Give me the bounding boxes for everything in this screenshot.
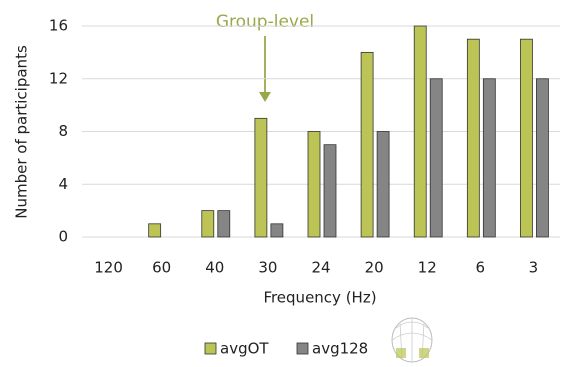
bar — [217, 210, 231, 238]
x-tick-label: 6 — [476, 259, 486, 277]
bar — [520, 38, 533, 238]
annotation: Group-level — [216, 12, 314, 32]
bar — [148, 223, 162, 238]
x-tick-label: 30 — [258, 259, 277, 277]
x-tick-label: 20 — [365, 259, 384, 277]
bar — [482, 78, 496, 238]
x-tick-label: 120 — [94, 259, 123, 277]
legend-label: avg128 — [312, 340, 368, 358]
bar — [429, 78, 443, 238]
legend-swatch — [296, 342, 309, 355]
bar — [466, 38, 480, 238]
y-tick-label: 12 — [49, 69, 68, 87]
x-tick-label: 40 — [205, 259, 224, 277]
bar — [536, 78, 549, 238]
legend-label: avgOT — [220, 340, 269, 358]
y-tick-label: 8 — [58, 122, 68, 140]
bar — [254, 117, 268, 238]
x-tick-label: 60 — [152, 259, 171, 277]
bar — [307, 131, 321, 238]
annotation-arrowhead — [259, 92, 271, 102]
x-tick-label: 3 — [529, 259, 539, 277]
bar — [376, 131, 390, 238]
x-axis-label: Frequency (Hz) — [263, 289, 376, 307]
y-axis-label: Number of participants — [13, 45, 31, 219]
head-icon — [391, 317, 433, 363]
x-tick-label: 24 — [311, 259, 330, 277]
y-tick-label: 16 — [49, 17, 68, 35]
y-tick-label: 0 — [58, 228, 68, 246]
y-tick-label: 4 — [58, 175, 68, 193]
bar — [201, 210, 215, 238]
bar — [413, 25, 427, 238]
bar — [270, 223, 284, 238]
bar — [323, 144, 337, 238]
bar — [360, 51, 374, 238]
legend-swatch — [204, 342, 217, 355]
x-tick-label: 12 — [418, 259, 437, 277]
